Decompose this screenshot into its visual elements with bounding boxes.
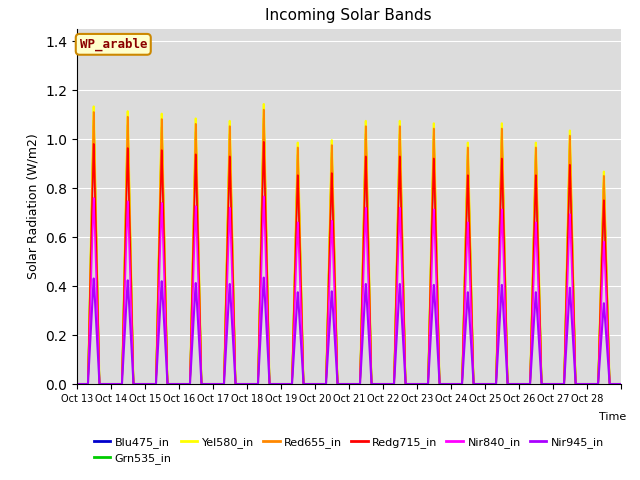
Yel580_in xyxy=(419,381,426,387)
Nir945_in xyxy=(184,381,192,387)
Line: Nir945_in: Nir945_in xyxy=(77,277,621,384)
Blu475_in xyxy=(501,277,509,283)
Red655_in xyxy=(184,381,192,387)
Line: Blu475_in: Blu475_in xyxy=(77,124,621,384)
Nir945_in xyxy=(73,381,81,387)
Yel580_in xyxy=(534,219,541,225)
Blu475_in xyxy=(617,381,625,387)
Blu475_in xyxy=(419,381,426,387)
Line: Nir840_in: Nir840_in xyxy=(77,196,621,384)
Grn535_in xyxy=(611,381,619,387)
Nir945_in xyxy=(419,381,426,387)
Text: Time: Time xyxy=(599,412,626,422)
Red655_in xyxy=(501,271,509,277)
Line: Grn535_in: Grn535_in xyxy=(77,118,621,384)
Grn535_in xyxy=(501,275,509,280)
Nir840_in xyxy=(534,273,541,278)
Nir840_in xyxy=(260,193,268,199)
Redg715_in xyxy=(534,241,541,247)
Grn535_in xyxy=(184,381,192,387)
Red655_in xyxy=(73,381,81,387)
Yel580_in xyxy=(501,269,509,275)
Nir945_in xyxy=(617,381,625,387)
Red655_in xyxy=(611,381,619,387)
Line: Redg715_in: Redg715_in xyxy=(77,142,621,384)
Redg715_in xyxy=(611,381,619,387)
Redg715_in xyxy=(419,381,426,387)
Title: Incoming Solar Bands: Incoming Solar Bands xyxy=(266,9,432,24)
Grn535_in xyxy=(73,381,81,387)
Blu475_in xyxy=(611,381,619,387)
Blu475_in xyxy=(184,381,192,387)
Yel580_in xyxy=(617,381,625,387)
Text: WP_arable: WP_arable xyxy=(79,37,147,51)
Nir840_in xyxy=(184,381,192,387)
Grn535_in xyxy=(617,381,625,387)
Blu475_in xyxy=(467,258,474,264)
Nir840_in xyxy=(501,306,509,312)
Redg715_in xyxy=(501,284,509,290)
Red655_in xyxy=(260,107,268,112)
Blu475_in xyxy=(534,231,541,237)
Redg715_in xyxy=(260,139,268,144)
Nir840_in xyxy=(419,381,426,387)
Legend: Blu475_in, Grn535_in, Yel580_in, Red655_in, Redg715_in, Nir840_in, Nir945_in: Blu475_in, Grn535_in, Yel580_in, Red655_… xyxy=(89,432,609,468)
Nir945_in xyxy=(534,320,541,325)
Y-axis label: Solar Radiation (W/m2): Solar Radiation (W/m2) xyxy=(26,133,40,279)
Red655_in xyxy=(617,381,625,387)
Nir945_in xyxy=(260,275,268,280)
Red655_in xyxy=(419,381,426,387)
Nir840_in xyxy=(467,292,474,298)
Yel580_in xyxy=(611,381,619,387)
Redg715_in xyxy=(617,381,625,387)
Grn535_in xyxy=(534,228,541,233)
Blu475_in xyxy=(260,121,268,127)
Nir840_in xyxy=(617,381,625,387)
Red655_in xyxy=(534,223,541,228)
Redg715_in xyxy=(467,266,474,272)
Nir840_in xyxy=(73,381,81,387)
Yel580_in xyxy=(467,248,474,254)
Grn535_in xyxy=(260,115,268,121)
Line: Red655_in: Red655_in xyxy=(77,109,621,384)
Grn535_in xyxy=(467,255,474,261)
Nir945_in xyxy=(501,338,509,344)
Nir945_in xyxy=(467,331,474,336)
Redg715_in xyxy=(73,381,81,387)
Nir840_in xyxy=(611,381,619,387)
Redg715_in xyxy=(184,381,192,387)
Red655_in xyxy=(467,251,474,257)
Nir945_in xyxy=(611,381,619,387)
Line: Yel580_in: Yel580_in xyxy=(77,104,621,384)
Grn535_in xyxy=(419,381,426,387)
Yel580_in xyxy=(73,381,81,387)
Yel580_in xyxy=(184,381,192,387)
Yel580_in xyxy=(260,101,268,107)
Blu475_in xyxy=(73,381,81,387)
